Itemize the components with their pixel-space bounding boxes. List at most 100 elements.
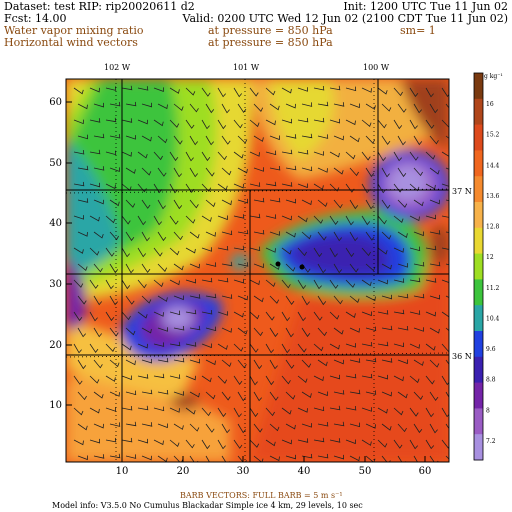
wind-barb bbox=[281, 375, 291, 385]
wind-barb bbox=[313, 85, 325, 91]
wind-barb bbox=[77, 165, 89, 171]
wind-barb bbox=[249, 182, 261, 187]
wind-barb bbox=[345, 279, 356, 288]
y-tick-label: 60 bbox=[49, 97, 62, 108]
wind-barb bbox=[285, 454, 297, 460]
wind-barb bbox=[265, 87, 276, 96]
wind-barb bbox=[189, 103, 199, 113]
wind-barb bbox=[141, 455, 152, 461]
colorbar-swatch bbox=[474, 279, 483, 306]
longitude-label: 100 W bbox=[363, 63, 390, 72]
wind-barb bbox=[345, 439, 356, 445]
wind-barb bbox=[153, 151, 163, 161]
wind-barb bbox=[233, 245, 245, 251]
wind-barb bbox=[393, 87, 403, 97]
wind-barb bbox=[445, 103, 449, 109]
wind-barb bbox=[233, 151, 244, 159]
barb-vector-note: BARB VECTORS: FULL BARB = 5 m s⁻¹ bbox=[180, 491, 343, 500]
field1-level: at pressure = 850 hPa bbox=[208, 24, 333, 37]
wind-barb bbox=[89, 247, 100, 256]
wind-barb bbox=[285, 231, 296, 238]
wind-barb bbox=[109, 359, 120, 368]
wind-barb bbox=[89, 87, 100, 93]
wind-barb bbox=[333, 199, 343, 209]
wind-barb bbox=[317, 359, 328, 367]
wind-barb bbox=[301, 453, 313, 459]
wind-barb bbox=[377, 341, 389, 347]
wind-barb bbox=[185, 278, 197, 284]
wind-barb bbox=[333, 135, 344, 141]
wind-barb bbox=[281, 439, 292, 445]
wind-barb bbox=[397, 325, 409, 331]
wind-barb bbox=[109, 167, 120, 172]
wind-barb bbox=[249, 119, 260, 128]
wind-barb bbox=[109, 101, 121, 107]
wind-barb bbox=[253, 197, 265, 203]
wind-barb bbox=[169, 87, 180, 94]
wind-barb bbox=[73, 119, 84, 125]
wind-barb bbox=[413, 167, 423, 177]
wind-barb bbox=[377, 151, 387, 162]
wind-barb bbox=[365, 390, 377, 395]
colorbar-label: 12.8 bbox=[486, 224, 500, 231]
wind-barb bbox=[185, 151, 194, 162]
wind-barb bbox=[425, 407, 435, 418]
wind-barb bbox=[297, 247, 307, 257]
wind-barb bbox=[89, 149, 101, 155]
wind-barb bbox=[301, 199, 312, 206]
wind-barb bbox=[269, 327, 279, 338]
wind-barb bbox=[381, 263, 392, 270]
wind-barb bbox=[333, 167, 344, 175]
wind-barb bbox=[137, 405, 149, 411]
wind-barb bbox=[381, 231, 392, 240]
wind-barb bbox=[285, 263, 296, 272]
wind-barb bbox=[221, 423, 231, 434]
wind-barb bbox=[349, 455, 360, 462]
plot-frame bbox=[65, 78, 450, 463]
wind-barb bbox=[377, 407, 388, 414]
x-tick-label: 60 bbox=[419, 466, 432, 477]
wind-barb bbox=[153, 439, 164, 446]
wind-barb bbox=[173, 103, 184, 111]
wind-barb bbox=[445, 391, 449, 399]
wind-barb bbox=[237, 391, 247, 402]
wind-barb bbox=[297, 215, 308, 223]
wind-barb bbox=[157, 295, 168, 302]
wind-barb bbox=[221, 327, 232, 333]
wind-barb bbox=[137, 151, 148, 159]
wind-barb bbox=[301, 391, 312, 398]
wind-barb bbox=[349, 263, 359, 273]
wind-barb bbox=[297, 407, 308, 413]
wind-barb bbox=[217, 151, 227, 161]
wind-barb bbox=[269, 295, 280, 304]
wind-barb bbox=[397, 455, 407, 462]
wind-barb bbox=[377, 119, 387, 129]
wind-barb bbox=[269, 391, 279, 401]
wind-barb bbox=[221, 391, 231, 401]
wind-barb bbox=[329, 118, 341, 124]
wind-barb bbox=[265, 375, 275, 386]
wind-barb bbox=[105, 150, 117, 156]
wind-barb bbox=[233, 183, 244, 189]
wind-barb bbox=[425, 439, 435, 450]
wind-barb bbox=[381, 325, 393, 331]
wind-barb bbox=[157, 135, 168, 144]
wind-barb bbox=[205, 391, 216, 400]
wind-barb bbox=[93, 423, 104, 429]
wind-barb bbox=[105, 183, 116, 190]
wind-barb bbox=[109, 263, 119, 274]
wind-barb bbox=[253, 295, 264, 303]
wind-barb bbox=[377, 439, 388, 448]
wind-barb bbox=[233, 214, 245, 219]
wind-barb bbox=[185, 439, 195, 449]
wind-barb bbox=[329, 311, 340, 320]
wind-barb bbox=[221, 294, 233, 299]
wind-barb bbox=[429, 327, 440, 334]
wind-barb bbox=[173, 325, 185, 331]
wind-barb bbox=[313, 215, 324, 224]
wind-barb bbox=[409, 277, 421, 283]
wind-barb bbox=[253, 359, 263, 370]
wind-barb bbox=[121, 151, 132, 157]
wind-barb bbox=[73, 407, 84, 416]
